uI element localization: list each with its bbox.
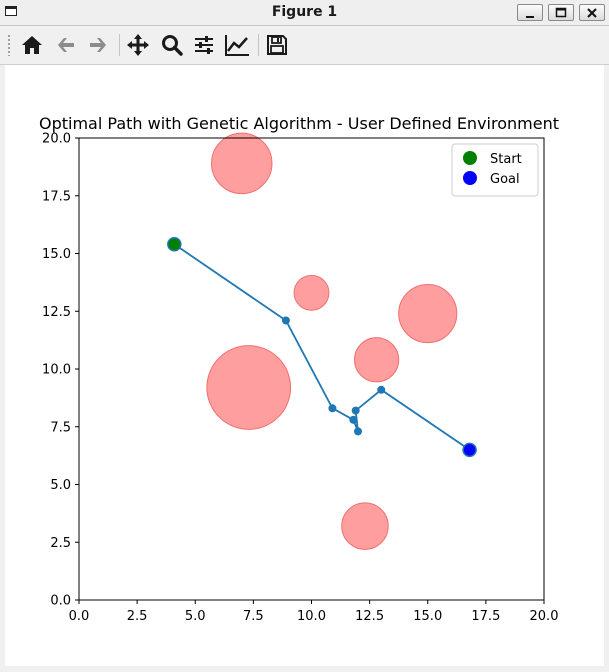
goal-marker <box>462 442 477 458</box>
navigation-toolbar <box>0 26 609 65</box>
minimize-button[interactable] <box>517 4 543 21</box>
legend-marker <box>463 171 477 185</box>
start-marker <box>167 237 182 252</box>
maximize-button[interactable] <box>548 4 574 21</box>
magnifier-icon <box>162 35 183 56</box>
legend-marker <box>463 151 477 165</box>
figure-canvas[interactable]: Optimal Path with Genetic Algorithm - Us… <box>5 65 604 666</box>
toolbar-separator <box>119 34 120 56</box>
window-title: Figure 1 <box>271 4 338 20</box>
home-button[interactable] <box>18 31 46 59</box>
back-button[interactable] <box>52 31 80 59</box>
toolbar-grip <box>7 34 11 56</box>
chart-title: Optimal Path with Genetic Algorithm - Us… <box>39 114 559 133</box>
obstacle-circle <box>206 345 292 430</box>
line-chart-icon <box>225 35 249 56</box>
minimize-icon <box>526 15 534 18</box>
arrow-right-icon <box>90 38 106 52</box>
y-tick-label: 15.0 <box>42 247 71 262</box>
path-waypoint <box>351 406 360 415</box>
y-tick-label: 17.5 <box>42 189 71 204</box>
sliders-icon <box>195 36 213 54</box>
legend-label: Goal <box>490 172 520 187</box>
maximize-icon <box>555 7 567 17</box>
y-tick-label: 12.5 <box>42 305 71 320</box>
arrow-left-icon <box>58 38 74 52</box>
edit-axis-button[interactable] <box>223 31 251 59</box>
path-waypoint <box>328 404 337 413</box>
y-tick-label: 5.0 <box>50 478 71 493</box>
close-icon <box>587 7 597 18</box>
toolbar-separator <box>258 34 259 56</box>
home-icon <box>22 36 42 54</box>
obstacles-layer <box>206 132 458 550</box>
x-tick-label: 15.0 <box>413 609 442 624</box>
configure-subplots-button[interactable] <box>190 31 218 59</box>
window-icon <box>5 6 17 16</box>
x-tick-label: 17.5 <box>471 609 500 624</box>
y-tick-label: 2.5 <box>50 536 71 551</box>
x-tick-label: 5.0 <box>185 609 206 624</box>
obstacle-circle <box>354 337 400 383</box>
window-bottom-edge <box>0 666 609 672</box>
path-waypoint <box>281 316 290 325</box>
obstacle-circle <box>293 274 330 311</box>
marker-layer <box>167 237 477 458</box>
x-tick-label: 10.0 <box>297 609 326 624</box>
plot-svg[interactable]: Optimal Path with Genetic Algorithm - Us… <box>5 65 604 666</box>
window-titlebar: Figure 1 <box>0 0 609 26</box>
axis-ticks: 0.0 2.5 5.0 7.5 10.0 12.5 15.0 17.5 20.0 0.0 2.5 5.… <box>42 132 558 625</box>
obstacle-circle <box>211 132 273 195</box>
move-icon <box>127 34 149 56</box>
forward-button[interactable] <box>84 31 112 59</box>
path-waypoint <box>354 427 362 436</box>
x-tick-label: 12.5 <box>355 609 384 624</box>
save-button[interactable] <box>263 31 291 59</box>
floppy-disk-icon <box>267 35 287 55</box>
path-waypoint <box>349 415 358 424</box>
x-tick-label: 2.5 <box>127 609 148 624</box>
y-tick-label: 10.0 <box>42 363 71 378</box>
y-tick-label: 0.0 <box>50 594 71 609</box>
zoom-button[interactable] <box>158 31 186 59</box>
pan-button[interactable] <box>124 31 152 59</box>
legend: Start Goal <box>451 143 539 197</box>
close-button[interactable] <box>579 4 605 21</box>
path-line <box>173 243 471 451</box>
x-tick-label: 7.5 <box>243 609 264 624</box>
obstacle-circle <box>341 502 389 550</box>
x-tick-label: 20.0 <box>530 609 559 624</box>
legend-label: Start <box>490 152 522 167</box>
y-tick-label: 20.0 <box>42 132 71 147</box>
path-waypoint <box>377 385 386 394</box>
x-tick-label: 0.0 <box>69 609 90 624</box>
y-tick-label: 7.5 <box>50 420 71 435</box>
obstacle-circle <box>398 283 458 344</box>
